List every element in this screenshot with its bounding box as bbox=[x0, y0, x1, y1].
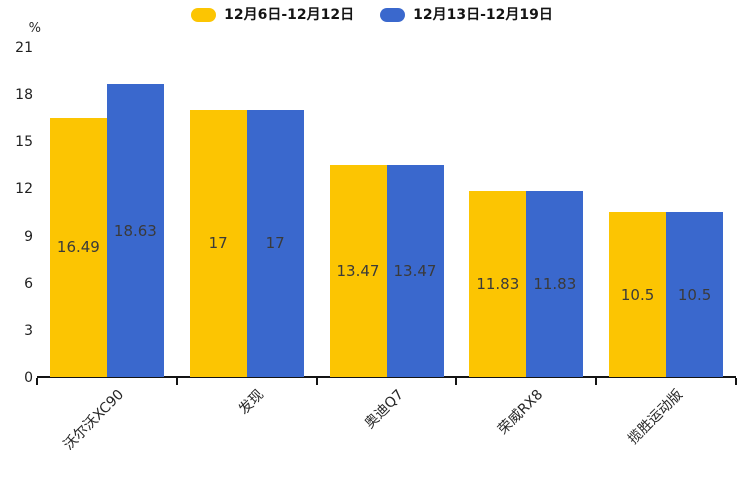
bar: 11.83 bbox=[526, 191, 584, 377]
bar-value-label: 18.63 bbox=[113, 221, 157, 240]
bar: 16.49 bbox=[49, 117, 107, 377]
bar-value-label: 10.5 bbox=[620, 285, 655, 304]
bar-value-label: 13.47 bbox=[336, 262, 380, 281]
y-tick-label: 15 bbox=[15, 134, 33, 151]
x-axis-line bbox=[37, 376, 736, 378]
legend-swatch bbox=[191, 8, 217, 22]
y-tick-label: 3 bbox=[24, 322, 33, 339]
bar-value-label: 16.49 bbox=[56, 238, 100, 257]
category-label: 揽胜运动版 bbox=[625, 386, 687, 448]
bar-value-label: 17 bbox=[208, 234, 228, 253]
bar: 13.47 bbox=[386, 165, 444, 377]
x-axis-tick bbox=[175, 378, 178, 385]
category-label: 沃尔沃XC90 bbox=[60, 386, 127, 454]
chart-legend: 12月6日-12月12日 12月13日-12月19日 bbox=[0, 6, 744, 24]
legend-label: 12月13日-12月19日 bbox=[413, 7, 553, 23]
legend-swatch bbox=[380, 8, 406, 22]
category-label: 奥迪Q7 bbox=[361, 386, 407, 432]
bar: 18.63 bbox=[106, 84, 164, 377]
y-tick-label: 9 bbox=[24, 228, 33, 245]
y-tick-label: 6 bbox=[24, 275, 33, 292]
x-axis-tick bbox=[36, 378, 38, 385]
legend-item: 12月6日-12月12日 bbox=[191, 6, 354, 24]
legend-label: 12月6日-12月12日 bbox=[224, 7, 355, 23]
legend-item: 12月13日-12月19日 bbox=[380, 6, 553, 24]
bar: 10.5 bbox=[609, 212, 667, 377]
y-axis-unit-label: % bbox=[28, 21, 41, 36]
category-label: 荣威RX8 bbox=[495, 386, 547, 438]
bar: 17 bbox=[189, 109, 247, 377]
bar: 17 bbox=[246, 109, 304, 377]
category-label: 发现 bbox=[235, 386, 267, 418]
bar-value-label: 13.47 bbox=[393, 262, 437, 281]
x-axis-tick bbox=[315, 378, 318, 385]
bar-value-label: 11.83 bbox=[476, 275, 520, 294]
y-tick-label: 12 bbox=[15, 181, 33, 198]
y-tick-label: 21 bbox=[15, 40, 33, 56]
bar: 11.83 bbox=[469, 191, 527, 377]
bar-value-label: 10.5 bbox=[677, 285, 712, 304]
bar: 10.5 bbox=[666, 212, 724, 377]
x-axis-tick bbox=[455, 378, 458, 385]
y-tick-label: 18 bbox=[15, 87, 33, 104]
bar-value-label: 17 bbox=[265, 234, 285, 253]
x-axis-tick bbox=[595, 378, 598, 385]
x-axis-tick bbox=[735, 378, 737, 385]
y-tick-label: 0 bbox=[24, 370, 33, 386]
bar-value-label: 11.83 bbox=[533, 275, 577, 294]
bar: 13.47 bbox=[329, 165, 387, 377]
